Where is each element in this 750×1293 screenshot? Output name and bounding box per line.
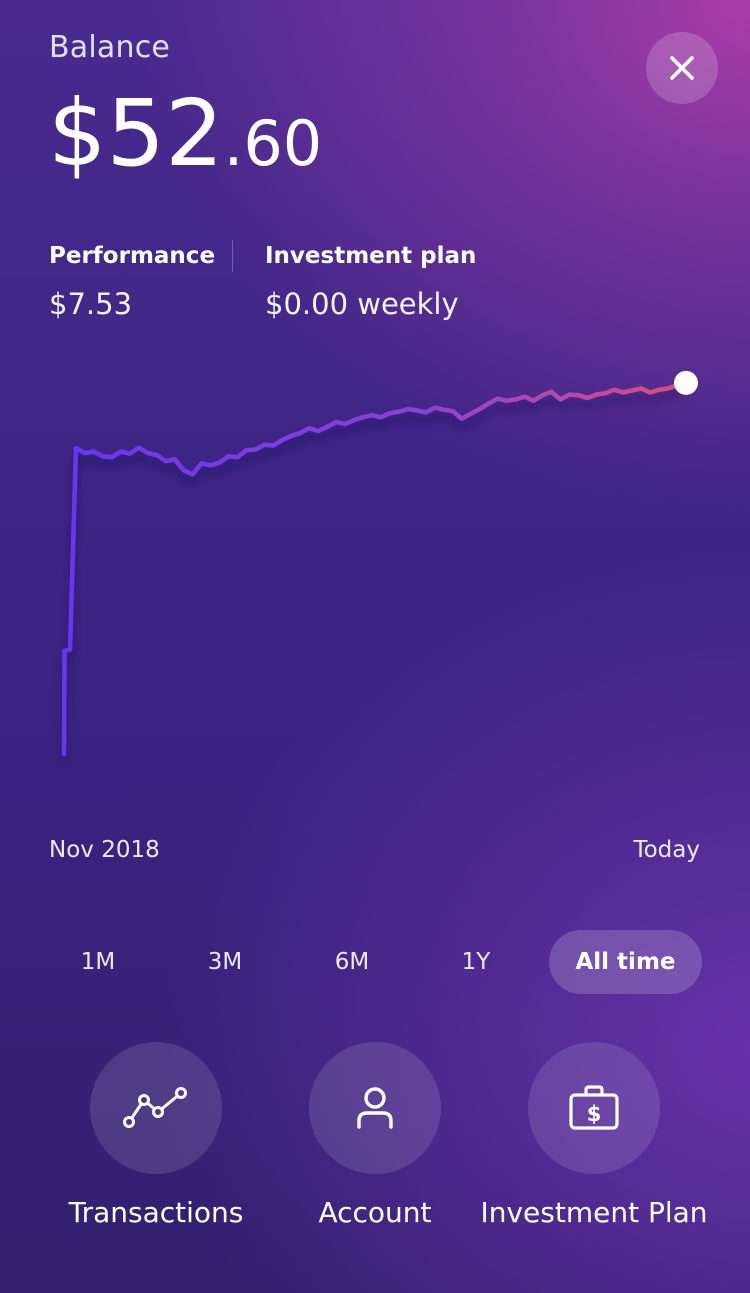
transactions-button[interactable]: [90, 1042, 222, 1174]
user-icon: [357, 1087, 393, 1129]
x-axis-end-label: Today: [633, 837, 700, 863]
range-3m-button[interactable]: 3M: [207, 949, 243, 975]
close-icon: [670, 56, 694, 80]
investment-plan-value: $0.00 weekly: [265, 287, 459, 321]
investment-plan-label: Investment plan: [265, 243, 477, 269]
balance-dollars: $52: [48, 80, 224, 187]
balance-chart[interactable]: [0, 340, 750, 780]
balance-series-line: [61, 380, 689, 757]
performance-label: Performance: [49, 243, 216, 269]
balance-amount: $52.60: [48, 88, 322, 180]
balance-label: Balance: [49, 30, 171, 65]
range-all-time-button[interactable]: All time: [549, 930, 702, 994]
line-chart-icon: [123, 1087, 187, 1128]
close-button[interactable]: [646, 32, 718, 104]
time-range-selector: 1M 3M 6M 1Y All time: [0, 930, 750, 994]
account-button[interactable]: [309, 1042, 441, 1174]
stats-divider: [232, 240, 233, 272]
range-6m-button[interactable]: 6M: [334, 949, 370, 975]
investment-plan-button[interactable]: $: [528, 1042, 660, 1174]
current-value-marker[interactable]: [674, 370, 698, 395]
transactions-label: Transactions: [68, 1196, 244, 1229]
balance-cents: .60: [223, 107, 323, 180]
range-1m-button[interactable]: 1M: [80, 949, 116, 975]
briefcase-dollar-icon: $: [569, 1085, 619, 1130]
performance-value: $7.53: [49, 287, 133, 321]
svg-text:$: $: [587, 1102, 602, 1126]
range-1y-button[interactable]: 1Y: [461, 949, 491, 975]
x-axis-start-label: Nov 2018: [49, 837, 160, 863]
account-label: Account: [318, 1196, 432, 1229]
investment-plan-action-label: Investment Plan: [480, 1196, 708, 1229]
